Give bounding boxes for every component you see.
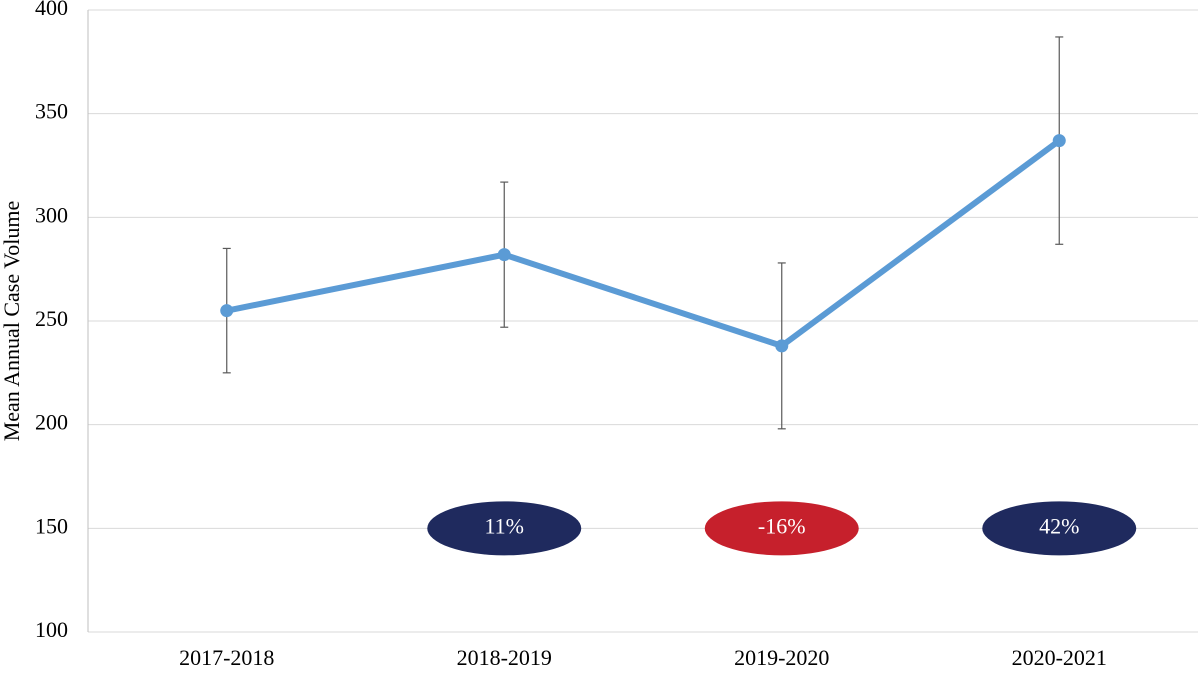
change-badge [704, 501, 859, 556]
change-label: 42% [1039, 513, 1079, 538]
y-tick-label: 150 [35, 513, 68, 538]
point [1052, 134, 1066, 148]
y-tick-label: 100 [35, 617, 68, 642]
point [497, 248, 511, 262]
y-tick-label: 300 [35, 202, 68, 227]
change-label: -16% [758, 513, 806, 538]
change-label: 11% [484, 513, 524, 538]
point [220, 304, 234, 318]
x-tick-label: 2017-2018 [179, 645, 274, 670]
x-tick-label: 2019-2020 [734, 645, 829, 670]
y-tick-label: 400 [35, 0, 68, 20]
y-tick-label: 350 [35, 99, 68, 124]
change-badge [982, 501, 1137, 556]
x-tick-label: 2018-2019 [457, 645, 552, 670]
line [226, 138, 1062, 349]
point [775, 339, 789, 353]
y-tick-label: 200 [35, 410, 68, 435]
x-tick-label: 2020-2021 [1012, 645, 1107, 670]
change-badge [427, 501, 582, 556]
y-tick-label: 250 [35, 306, 68, 331]
y-axis-label: Mean Annual Case Volume [0, 201, 24, 442]
